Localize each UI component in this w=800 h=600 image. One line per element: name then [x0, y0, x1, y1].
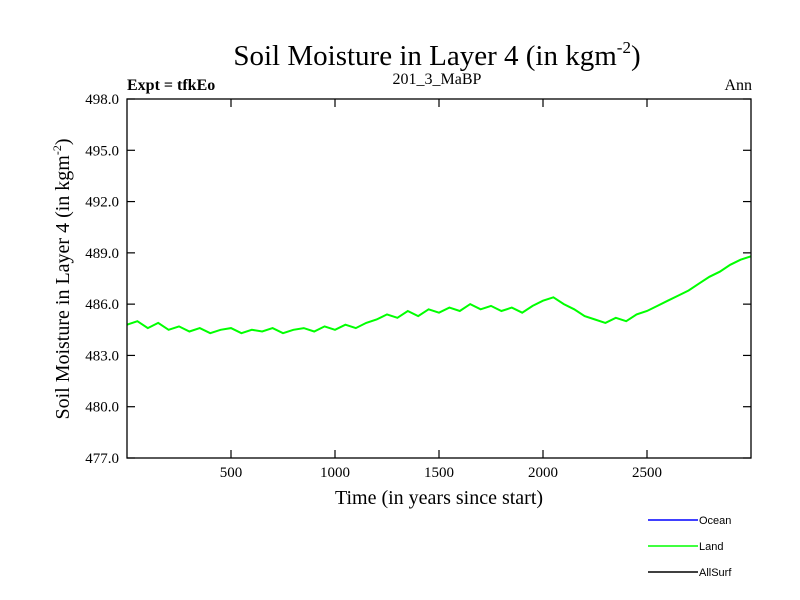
- legend-label-allsurf: AllSurf: [699, 567, 732, 579]
- y-tick-label: 495.0: [85, 143, 119, 159]
- legend-label-ocean: Ocean: [699, 515, 731, 527]
- x-tick-label: 500: [220, 465, 243, 481]
- y-tick-label: 492.0: [85, 195, 119, 211]
- x-tick-label: 2000: [528, 465, 558, 481]
- y-tick-label: 486.0: [85, 297, 119, 313]
- y-axis-label: Soil Moisture in Layer 4 (in kgm-2): [50, 138, 74, 419]
- season-label: Ann: [724, 77, 752, 94]
- x-tick-label: 1000: [320, 465, 350, 481]
- center-label: 201_3_MaBP: [393, 71, 482, 88]
- x-axis-label: Time (in years since start): [335, 487, 543, 509]
- y-tick-label: 477.0: [85, 451, 119, 467]
- plot-frame: [126, 98, 752, 459]
- x-tick-label: 2500: [632, 465, 662, 481]
- experiment-label: Expt = tfkEo: [127, 77, 215, 94]
- y-tick-label: 483.0: [85, 348, 119, 364]
- legend: Ocean Land AllSurf: [648, 515, 732, 579]
- y-tick-label: 489.0: [85, 246, 119, 262]
- series-line-land: [126, 255, 752, 335]
- y-tick-label: 480.0: [85, 400, 119, 416]
- legend-label-land: Land: [699, 541, 723, 553]
- x-tick-label: 1500: [424, 465, 454, 481]
- series-layer: [126, 255, 752, 335]
- ticks: 500 1000 1500 2000 2500 477.0 480.0 483.0 486.0 4…: [85, 92, 751, 481]
- chart-title: Soil Moisture in Layer 4 (in kgm-2): [233, 38, 640, 72]
- y-tick-label: 498.0: [85, 92, 119, 108]
